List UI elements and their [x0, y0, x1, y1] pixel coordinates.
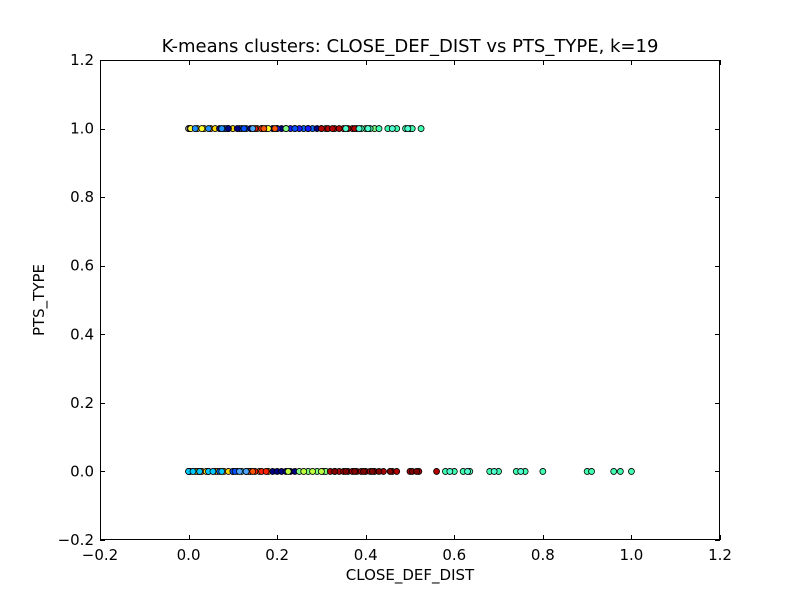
scatter-point — [388, 125, 396, 132]
scatter-point — [368, 468, 376, 475]
scatter-point — [588, 468, 595, 475]
scatter-point — [218, 468, 226, 475]
scatter-point — [616, 468, 624, 475]
x-axis-label: CLOSE_DEF_DIST — [346, 566, 475, 585]
scatter-point — [262, 468, 270, 475]
scatter-point — [446, 468, 454, 475]
scatter-point — [205, 125, 212, 132]
scatter-point — [318, 468, 325, 475]
scatter-point — [249, 125, 257, 132]
scatter-point — [304, 125, 312, 132]
scatter-point — [271, 125, 279, 132]
scatter-point — [351, 468, 359, 475]
x-tick-label: 0.6 — [442, 546, 466, 564]
scatter-point — [329, 125, 336, 132]
scatter-point — [300, 468, 308, 475]
scatter-point — [413, 468, 421, 475]
scatter-point — [209, 468, 217, 475]
scatter-point — [196, 468, 204, 475]
x-tick-label: 0.2 — [265, 546, 289, 564]
scatter-point — [191, 125, 199, 132]
scatter-point — [260, 125, 268, 132]
ticks-layer: −0.2 0.0 0.2 0.4 0.6 0.8 1.0 1.2 −0.2 0.0 0.2 0.4 0.… — [58, 51, 732, 564]
x-tick-label: 1.2 — [708, 546, 732, 564]
scatter-point — [517, 468, 525, 475]
y-tick-label: −0.2 — [58, 531, 94, 549]
scatter-point — [331, 468, 339, 475]
scatter-point — [490, 468, 498, 475]
y-tick-label: 0.4 — [70, 325, 94, 343]
y-tick-label: 1.2 — [70, 51, 94, 69]
scatter-point — [364, 125, 372, 132]
scatter-point — [225, 125, 232, 132]
scatter-point — [417, 125, 425, 132]
scatter-point — [610, 468, 618, 475]
x-tick-label: 0.0 — [177, 546, 201, 564]
scatter-point — [342, 468, 350, 475]
scatter-point — [236, 468, 243, 475]
scatter-point — [242, 468, 250, 475]
scatter-point — [249, 468, 257, 475]
scatter-point — [309, 468, 316, 475]
scatter-point — [375, 468, 383, 475]
scatter-point — [464, 468, 471, 475]
scatter-point — [360, 468, 367, 475]
chart-title: K-means clusters: CLOSE_DEF_DIST vs PTS_… — [162, 36, 659, 57]
x-tick-label: 1.0 — [619, 546, 643, 564]
scatter-point — [375, 125, 383, 132]
scatter-point — [318, 125, 325, 132]
y-tick-label: 1.0 — [70, 120, 94, 138]
scatter-point — [198, 125, 206, 132]
y-tick-label: 0.2 — [70, 394, 94, 412]
plot-frame — [100, 60, 720, 540]
y-axis-label: PTS_TYPE — [30, 264, 49, 336]
y-tick-label: 0.6 — [70, 257, 94, 275]
points-layer — [185, 125, 635, 475]
y-tick-label: 0.0 — [70, 462, 94, 480]
scatter-point — [628, 468, 635, 475]
scatter-point — [355, 125, 363, 132]
scatter-point — [218, 125, 226, 132]
x-tick-label: 0.8 — [531, 546, 555, 564]
scatter-point — [284, 468, 292, 475]
scatter-point — [335, 125, 343, 132]
y-tick-label: 0.8 — [70, 188, 94, 206]
x-tick-label: −0.2 — [82, 546, 118, 564]
scatter-point — [233, 125, 241, 132]
scatter-point — [433, 468, 440, 475]
scatter-point — [404, 125, 412, 132]
x-tick-label: 0.4 — [354, 546, 378, 564]
scatter-point — [291, 125, 299, 132]
scatter-point — [393, 468, 401, 475]
scatter-point — [342, 125, 350, 132]
scatter-point — [539, 468, 547, 475]
scatter-point — [386, 468, 394, 475]
scatter-point — [189, 468, 197, 475]
scatter-point — [282, 125, 290, 132]
scatter-point — [240, 125, 248, 132]
